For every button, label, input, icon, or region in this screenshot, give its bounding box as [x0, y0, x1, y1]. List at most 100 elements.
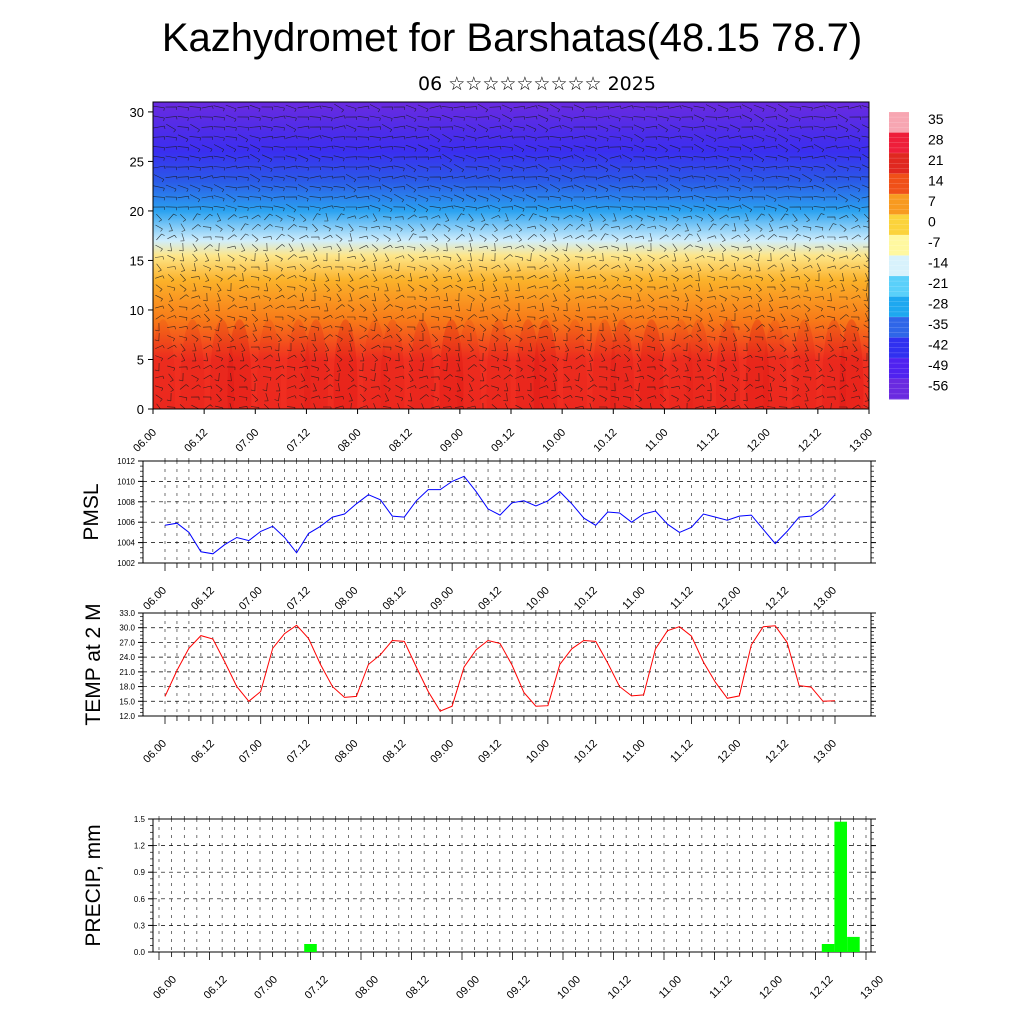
plot-frame	[152, 818, 872, 953]
precip-panel: 0.0 0.3 0.6 0.9 1.2 1.5 06.00 06.12 07.00 07.12 08…	[82, 815, 886, 1002]
x-tick-label: 13.00	[858, 974, 886, 1002]
x-tick-label: 11.12	[707, 974, 734, 1001]
y-tick-label: 1010	[117, 477, 135, 486]
field-x-tick-label: 11.12	[694, 427, 721, 454]
x-tick-label: 06.12	[202, 974, 230, 1002]
x-tick-label: 11.12	[668, 585, 695, 612]
precip-bar	[304, 944, 317, 952]
x-tick-label: 12.00	[715, 585, 743, 613]
x-tick-label: 06.00	[141, 738, 169, 766]
y-axis-label: PRECIP, mm	[82, 824, 105, 946]
chart-title: Kazhydromet for Barshatas(48.15 78.7)	[161, 16, 863, 60]
field-x-tick-label: 09.12	[489, 427, 517, 455]
x-tick-label: 08.12	[380, 738, 408, 766]
colorbar-label: -7	[928, 234, 941, 250]
y-tick-label: 0.9	[134, 868, 146, 877]
colorbar-label: -56	[928, 378, 948, 394]
x-tick-label: 07.12	[285, 585, 313, 613]
field-time-axis: 06.00 06.12 07.00 07.12 08.00 08.12 09.00 09.12…	[131, 409, 875, 455]
x-tick-label: 10.00	[555, 974, 583, 1002]
x-tick-label: 09.12	[476, 585, 504, 613]
x-tick-label: 08.00	[333, 738, 361, 766]
y-tick-label: 0.3	[134, 921, 146, 930]
field-x-tick-label: 06.00	[131, 427, 159, 455]
colorbar-label: -14	[928, 255, 948, 271]
x-tick-label: 12.12	[763, 738, 791, 766]
colorbar-label: -28	[928, 296, 948, 312]
field-x-tick-label: 08.12	[387, 427, 415, 455]
field-y-tick-label: 20	[130, 204, 144, 219]
colorbar-label: 7	[928, 193, 936, 209]
x-tick-label: 12.00	[757, 974, 785, 1002]
colorbar-swatch	[889, 378, 909, 400]
colorbar-label: -35	[928, 316, 948, 332]
colorbar-swatch	[889, 214, 909, 236]
field-x-tick-label: 06.12	[182, 427, 210, 455]
y-tick-label: 27.0	[119, 638, 135, 647]
warm-column-shading	[153, 319, 864, 409]
y-tick-label: 1012	[117, 457, 135, 466]
colorbar: 35 28 21 14 7 0 -7 -14 -21 -28 -35 -42 -49 -56	[889, 111, 948, 400]
y-tick-label: 33.0	[119, 609, 135, 618]
x-tick-label: 09.00	[428, 738, 456, 766]
x-tick-label: 10.12	[572, 738, 600, 766]
y-tick-label: 1.5	[134, 815, 146, 824]
x-tick-label: 09.00	[454, 974, 482, 1002]
x-tick-label: 06.12	[189, 585, 217, 613]
plot-frame	[142, 460, 872, 564]
temp-panel: 12.0 15.0 18.0 21.0 24.0 27.0 30.0 33.0 06.00 06.…	[82, 603, 876, 766]
x-tick-label: 07.12	[285, 738, 313, 766]
x-tick-label: 09.12	[476, 738, 504, 766]
x-tick-label: 09.00	[428, 585, 456, 613]
x-tick-label: 11.00	[657, 974, 684, 1001]
field-x-tick-label: 07.12	[285, 427, 313, 455]
x-tick-label: 10.00	[524, 585, 552, 613]
x-tick-label: 13.00	[811, 585, 839, 613]
colorbar-swatch	[889, 337, 909, 359]
y-tick-label: 1008	[117, 498, 135, 507]
x-tick-label: 08.00	[333, 585, 361, 613]
field-y-tick-label: 5	[137, 352, 144, 367]
field-x-tick-label: 08.00	[336, 427, 364, 455]
colorbar-label: -49	[928, 357, 948, 373]
y-tick-label: 18.0	[119, 683, 135, 692]
field-x-tick-label: 09.00	[438, 427, 466, 455]
colorbar-swatch	[889, 153, 909, 174]
x-tick-label: 07.00	[252, 974, 280, 1002]
y-tick-label: 12.0	[119, 712, 135, 721]
y-tick-label: 1002	[117, 559, 135, 568]
chart-subtitle: 06 ☆☆☆☆☆☆☆☆☆ 2025	[418, 73, 656, 95]
y-tick-label: 24.0	[119, 653, 135, 662]
colorbar-label: 28	[928, 132, 944, 148]
x-tick-label: 12.12	[763, 585, 791, 613]
field-y-tick-label: 10	[130, 303, 144, 318]
wind-barbs	[153, 103, 869, 409]
colorbar-label: 0	[928, 214, 936, 230]
x-tick-label: 12.00	[715, 738, 743, 766]
x-tick-label: 12.12	[808, 974, 836, 1002]
x-tick-label: 07.00	[237, 738, 265, 766]
colorbar-swatch	[889, 317, 909, 338]
field-x-tick-label: 11.00	[643, 427, 670, 454]
x-tick-label: 06.00	[141, 585, 169, 613]
pmsl-panel: 1002 1004 1006 1008 1010 1012 06.00 06.12 07.00 0…	[80, 457, 876, 613]
x-tick-label: 09.12	[505, 974, 533, 1002]
y-axis-label: PMSL	[80, 483, 103, 540]
colorbar-label: -21	[928, 275, 948, 291]
colorbar-swatch	[889, 194, 909, 215]
colorbar-swatch	[889, 255, 909, 277]
y-tick-label: 1.2	[134, 842, 146, 851]
precip-bar	[821, 944, 835, 952]
x-tick-label: 10.12	[606, 974, 634, 1002]
x-tick-label: 06.12	[189, 738, 217, 766]
x-tick-label: 13.00	[811, 738, 839, 766]
x-tick-label: 07.12	[303, 974, 331, 1002]
colorbar-swatch	[889, 132, 909, 154]
colorbar-swatch	[889, 276, 909, 297]
field-x-tick-label: 10.12	[591, 427, 619, 455]
y-tick-label: 1006	[117, 518, 135, 527]
temperature-wind-cross-section: 0 5 10 15 20 25 30 06.00 06.12 07.00 07.12 08.00 08…	[130, 101, 875, 455]
x-tick-label: 06.00	[151, 974, 179, 1002]
y-tick-label: 0.6	[134, 895, 146, 904]
y-tick-label: 0.0	[134, 948, 146, 957]
